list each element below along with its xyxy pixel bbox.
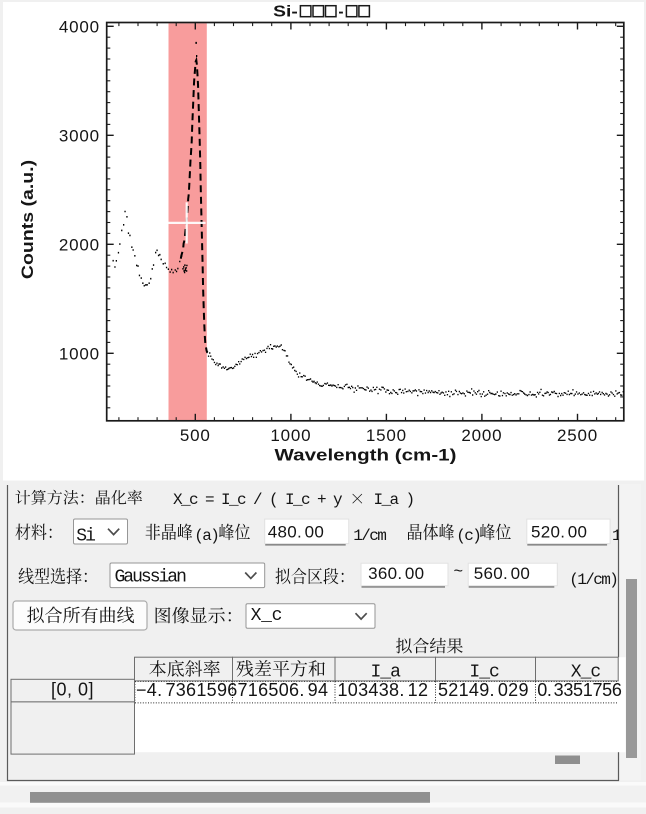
svg-text:3000: 3000: [59, 126, 100, 145]
svg-text:I_a: I_a: [370, 662, 401, 682]
svg-text:(c): (c): [456, 527, 480, 545]
svg-text:1000: 1000: [270, 426, 311, 445]
svg-text:Counts (a.u.): Counts (a.u.): [18, 160, 37, 279]
svg-text:500: 500: [180, 426, 211, 445]
svg-text:520.00: 520. 00: [531, 522, 587, 541]
svg-text:X_c: X_c: [251, 606, 283, 626]
svg-text:103438.12: 103438. 12: [338, 680, 429, 700]
svg-text:Si: Si: [76, 526, 95, 546]
svg-text:4000: 4000: [59, 17, 100, 36]
svg-text:360.00: 360. 00: [368, 564, 424, 583]
svg-text:(a): (a): [194, 527, 218, 545]
svg-text:2000: 2000: [461, 426, 502, 445]
svg-text:716506.94: 716506. 94: [238, 680, 329, 700]
svg-text:1/cm: 1/cm: [353, 527, 386, 545]
svg-text:1000: 1000: [59, 344, 100, 363]
svg-text:I_c: I_c: [469, 662, 499, 682]
svg-text:X_c: X_c: [571, 662, 601, 682]
svg-text:X_c = I_c / ( I_c + y: X_c = I_c / ( I_c + y: [173, 491, 343, 509]
svg-text:1: 1: [612, 527, 621, 545]
svg-text:2500: 2500: [557, 426, 598, 445]
svg-text:~: ~: [454, 563, 463, 581]
svg-text:(1/cm): (1/cm): [569, 571, 617, 589]
svg-text:I_a ): I_a ): [374, 491, 414, 509]
svg-text:−4.7361596: −4. 7361596: [136, 680, 238, 700]
svg-text:1500: 1500: [366, 426, 407, 445]
svg-text:52149.029: 52149. 029: [438, 680, 529, 700]
svg-text:[0, 0]: [0, 0]: [51, 679, 94, 699]
svg-text:Gaussian: Gaussian: [115, 567, 187, 587]
svg-text:-: -: [338, 4, 343, 21]
svg-text:560.00: 560. 00: [474, 564, 530, 583]
svg-text:Wavelength (cm-1): Wavelength (cm-1): [275, 445, 457, 464]
svg-text:2000: 2000: [59, 235, 100, 254]
svg-text:480.00: 480. 00: [268, 522, 324, 541]
svg-text:0.3351756: 0. 3351756: [537, 680, 622, 700]
svg-text:Si-: Si-: [273, 4, 298, 21]
